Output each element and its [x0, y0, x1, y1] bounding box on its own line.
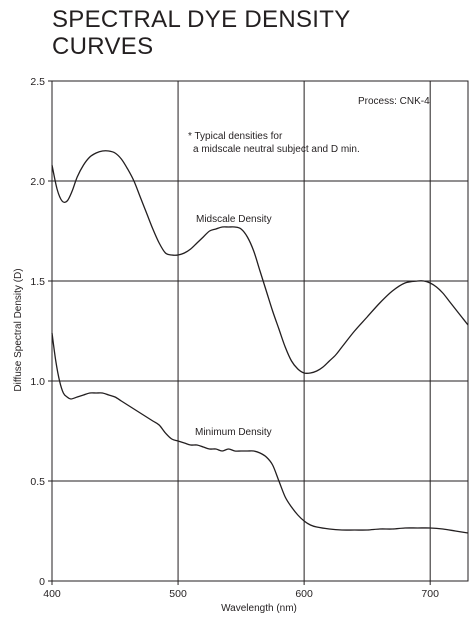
note-line-2: a midscale neutral subject and D min. [193, 144, 360, 155]
chart-title: SPECTRAL DYE DENSITY CURVES [52, 6, 351, 60]
y-tick-label: 0.5 [30, 476, 45, 488]
x-tick-label: 600 [295, 588, 313, 600]
y-tick-label: 2.5 [30, 76, 45, 88]
grid-lines [52, 81, 468, 581]
y-tick-label: 0 [39, 576, 45, 588]
minimum-density-curve [51, 332, 469, 534]
y-tick-label: 2.0 [30, 176, 45, 188]
y-axis-label: Diffuse Spectral Density (D) [13, 268, 24, 391]
midscale-density-curve [51, 150, 469, 375]
x-tick-label: 500 [169, 588, 187, 600]
y-axis-ticks: 0 0.5 1.0 1.5 2.0 2.5 [30, 76, 52, 588]
note-line-1: * Typical densities for [188, 131, 283, 142]
x-axis-ticks: 400 500 600 700 [43, 581, 439, 600]
y-tick-label: 1.5 [30, 276, 45, 288]
x-axis-label: Wavelength (nm) [221, 603, 297, 614]
x-tick-label: 400 [43, 588, 61, 600]
midscale-density-label: Midscale Density [196, 214, 272, 225]
x-tick-label: 700 [421, 588, 439, 600]
process-label: Process: CNK-4 [358, 96, 430, 107]
series-lines [51, 150, 469, 534]
plot-frame [51, 80, 469, 582]
y-tick-label: 1.0 [30, 376, 45, 388]
minimum-density-label: Minimum Density [195, 427, 272, 438]
